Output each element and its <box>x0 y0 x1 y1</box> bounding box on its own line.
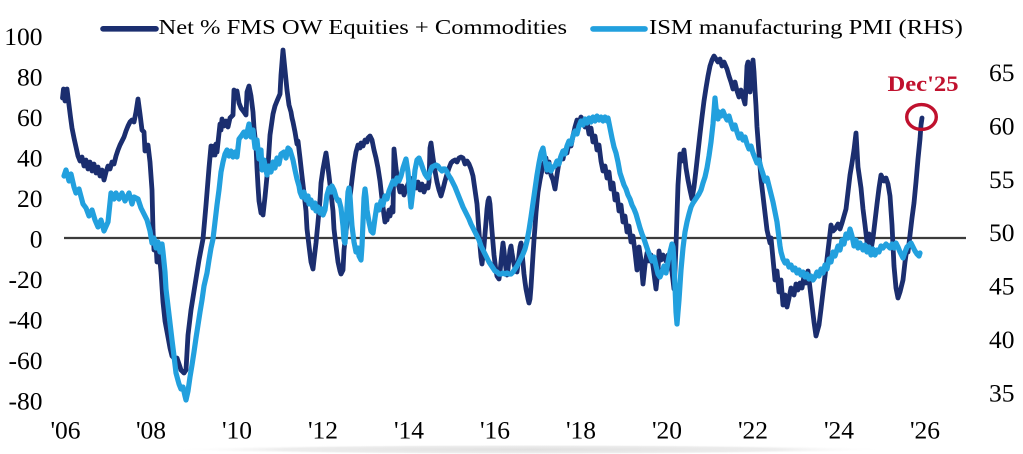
svg-text:35: 35 <box>989 378 1015 407</box>
svg-text:-80: -80 <box>9 387 43 416</box>
svg-text:'14: '14 <box>394 415 424 444</box>
svg-text:'12: '12 <box>308 415 338 444</box>
svg-text:60: 60 <box>17 103 43 132</box>
svg-text:Dec'25: Dec'25 <box>888 71 959 96</box>
svg-text:'08: '08 <box>136 415 166 444</box>
svg-text:-40: -40 <box>9 306 43 335</box>
svg-text:45: 45 <box>989 272 1015 301</box>
svg-text:'10: '10 <box>222 415 252 444</box>
svg-text:-20: -20 <box>9 265 43 294</box>
svg-text:'22: '22 <box>738 415 768 444</box>
svg-text:80: 80 <box>17 63 43 92</box>
svg-text:-60: -60 <box>9 346 43 375</box>
svg-text:ISM manufacturing PMI (RHS): ISM manufacturing PMI (RHS) <box>649 15 963 39</box>
svg-text:50: 50 <box>989 218 1015 247</box>
svg-text:100: 100 <box>4 22 42 51</box>
svg-text:'16: '16 <box>480 415 510 444</box>
svg-text:20: 20 <box>17 184 43 213</box>
svg-text:55: 55 <box>989 165 1015 194</box>
svg-text:'24: '24 <box>824 415 854 444</box>
svg-text:'20: '20 <box>652 415 682 444</box>
svg-text:0: 0 <box>30 225 43 254</box>
svg-text:60: 60 <box>989 111 1015 140</box>
svg-text:'06: '06 <box>50 415 80 444</box>
svg-text:'18: '18 <box>566 415 596 444</box>
svg-text:'26: '26 <box>910 415 940 444</box>
svg-text:65: 65 <box>989 58 1015 87</box>
svg-text:40: 40 <box>989 325 1015 354</box>
svg-text:40: 40 <box>17 144 43 173</box>
svg-text:Net % FMS OW Equities + Commod: Net % FMS OW Equities + Commodities <box>159 15 568 39</box>
